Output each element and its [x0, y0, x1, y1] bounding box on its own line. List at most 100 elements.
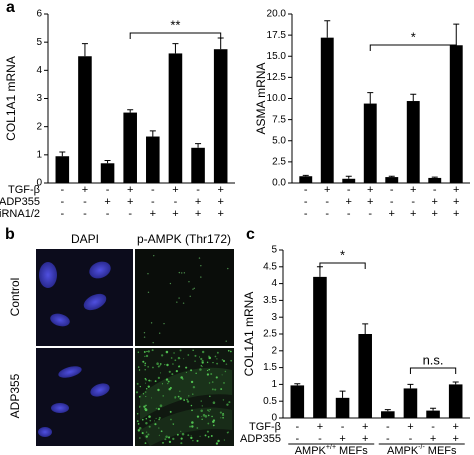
speckle — [224, 370, 227, 373]
speckle — [147, 291, 150, 294]
speckle — [159, 365, 161, 367]
speckle — [223, 381, 225, 384]
y-tick-label: 5 — [36, 37, 42, 48]
significance-bracket — [369, 44, 457, 51]
speckle — [199, 356, 201, 358]
condition-sign: - — [304, 208, 308, 220]
condition-sign: + — [453, 208, 459, 220]
speckle — [201, 350, 205, 354]
nucleus — [89, 261, 111, 279]
condition-sign: - — [431, 421, 435, 433]
condition-label: siRNA1/2 — [0, 208, 40, 220]
bar — [449, 45, 463, 183]
error-bar — [384, 409, 391, 412]
speckle — [144, 391, 147, 393]
speckle — [144, 382, 147, 384]
speckle — [228, 401, 231, 404]
condition-sign: - — [128, 208, 132, 220]
speckle — [143, 405, 146, 408]
y-tick-label: 3 — [36, 93, 42, 104]
speckle — [179, 397, 182, 400]
speckle — [201, 366, 203, 368]
condition-label: ADP355 — [240, 433, 281, 445]
condition-sign: + — [127, 184, 133, 196]
speckle — [169, 410, 172, 413]
speckle — [148, 415, 151, 418]
error-bar — [149, 130, 156, 137]
bar — [299, 176, 313, 183]
speckle — [216, 351, 219, 354]
speckle — [207, 436, 210, 438]
speckle — [144, 362, 147, 365]
nucleus — [39, 262, 57, 288]
condition-sign: + — [362, 433, 368, 445]
condition-sign: + — [150, 208, 156, 220]
speckle — [200, 357, 203, 361]
condition-sign: - — [151, 196, 155, 208]
speckle — [145, 431, 148, 433]
condition-sign: - — [151, 184, 155, 196]
group-label: AMPK+/+ MEFs — [295, 444, 369, 455]
condition-sign: - — [390, 184, 394, 196]
condition-sign: + — [407, 421, 413, 433]
speckle — [177, 356, 181, 360]
speckle — [180, 442, 183, 445]
speckle — [143, 332, 146, 334]
speckle — [200, 264, 202, 267]
speckle — [136, 413, 139, 415]
y-axis-label: COL1A1 mRNA — [242, 292, 256, 377]
speckle — [148, 425, 151, 428]
bar — [358, 334, 372, 418]
condition-sign: + — [452, 433, 458, 445]
condition-sign: - — [341, 421, 345, 433]
condition-sign: - — [386, 421, 390, 433]
speckle — [137, 351, 140, 353]
nucleus — [90, 383, 110, 397]
speckle — [208, 368, 211, 371]
speckle — [143, 336, 146, 338]
speckle — [148, 379, 151, 382]
speckle — [219, 411, 222, 414]
speckle — [162, 395, 164, 397]
speckle — [221, 413, 225, 417]
speckle — [210, 435, 213, 437]
speckle — [141, 432, 144, 435]
speckle — [206, 430, 209, 433]
significance-label: * — [411, 29, 416, 44]
condition-sign: + — [217, 184, 223, 196]
bar — [381, 411, 395, 418]
speckle — [225, 340, 227, 342]
speckle — [165, 350, 169, 354]
error-bar — [104, 159, 111, 164]
row-title: Control — [8, 278, 22, 317]
error-bar — [410, 93, 417, 102]
error-bar — [217, 37, 224, 50]
speckle — [208, 382, 211, 384]
speckle — [157, 407, 161, 411]
speckle — [145, 418, 148, 420]
speckle — [181, 272, 183, 274]
speckle — [178, 297, 180, 299]
speckle — [167, 382, 169, 385]
condition-sign: - — [411, 196, 415, 208]
condition-sign: - — [106, 184, 110, 196]
bar — [100, 163, 115, 183]
speckle — [168, 370, 171, 373]
speckle — [207, 422, 210, 425]
y-tick-label: 4.5 — [263, 261, 277, 272]
condition-sign: + — [362, 421, 368, 433]
speckle — [145, 388, 148, 390]
condition-sign: - — [386, 433, 390, 445]
condition-sign: + — [217, 196, 223, 208]
speckle — [157, 365, 160, 368]
speckle — [176, 301, 178, 303]
speckle — [196, 439, 199, 442]
speckle — [161, 354, 164, 357]
speckle — [201, 418, 203, 421]
speckle — [155, 417, 157, 420]
speckle — [158, 416, 161, 419]
speckle — [199, 368, 202, 371]
y-tick-label: 1.5 — [263, 362, 277, 373]
condition-sign: - — [60, 184, 64, 196]
